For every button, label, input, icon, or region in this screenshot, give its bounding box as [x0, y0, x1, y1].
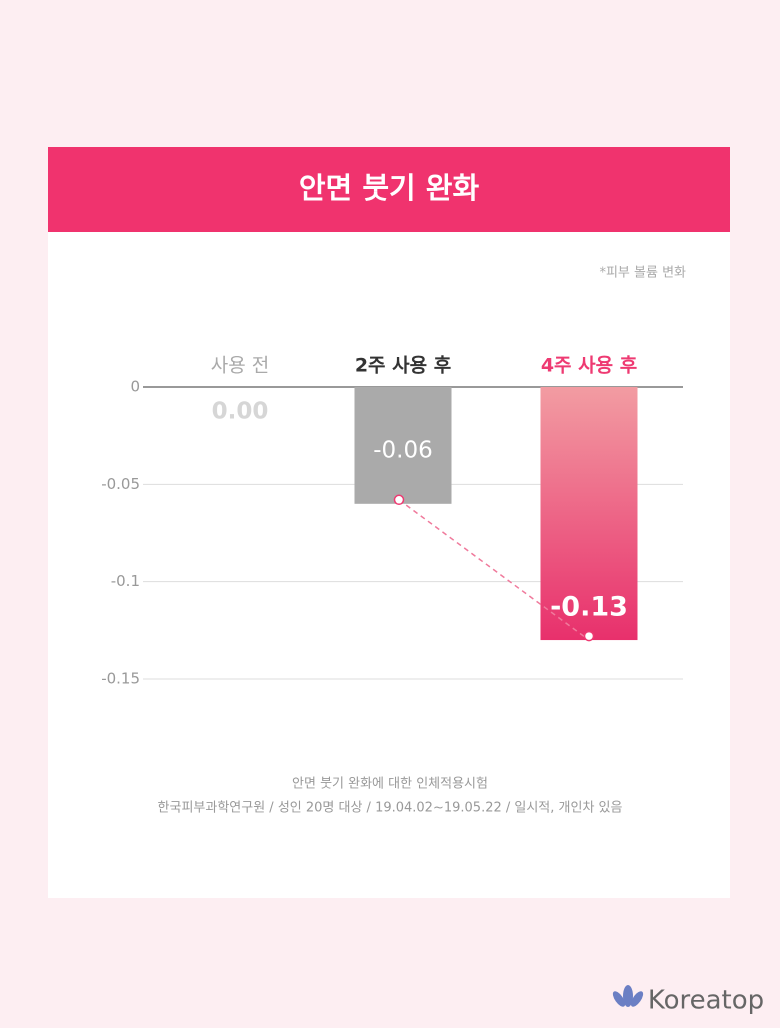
brand: Koreatop [648, 986, 764, 1016]
note: 한국피부과학연구원 / 성인 20명 대상 / 19.04.02~19.05.2… [158, 801, 623, 816]
bar [354, 387, 452, 504]
note: 안면 붓기 완화에 대한 인체적용시험 [292, 777, 488, 792]
value-label: -0.06 [373, 438, 433, 464]
category-label: 2주 사용 후 [355, 355, 451, 377]
subtitle: *피부 볼륨 변화 [599, 266, 686, 281]
end-marker [583, 630, 595, 642]
brand-logo [612, 985, 644, 1007]
chart-title: 안면 붓기 완화 [299, 171, 480, 205]
y-tick-label: 0 [130, 378, 140, 396]
header [48, 147, 730, 232]
value-label: 0.00 [212, 399, 269, 425]
y-tick-label: -0.1 [111, 572, 140, 590]
category-label: 사용 전 [211, 355, 269, 377]
end-marker [393, 494, 405, 506]
y-tick-label: -0.15 [101, 670, 140, 688]
trend-line [398, 499, 590, 641]
bar [540, 387, 638, 641]
y-tick-label: -0.05 [101, 475, 140, 493]
value-label: -0.13 [550, 592, 628, 623]
category-label: 4주 사용 후 [541, 355, 637, 377]
